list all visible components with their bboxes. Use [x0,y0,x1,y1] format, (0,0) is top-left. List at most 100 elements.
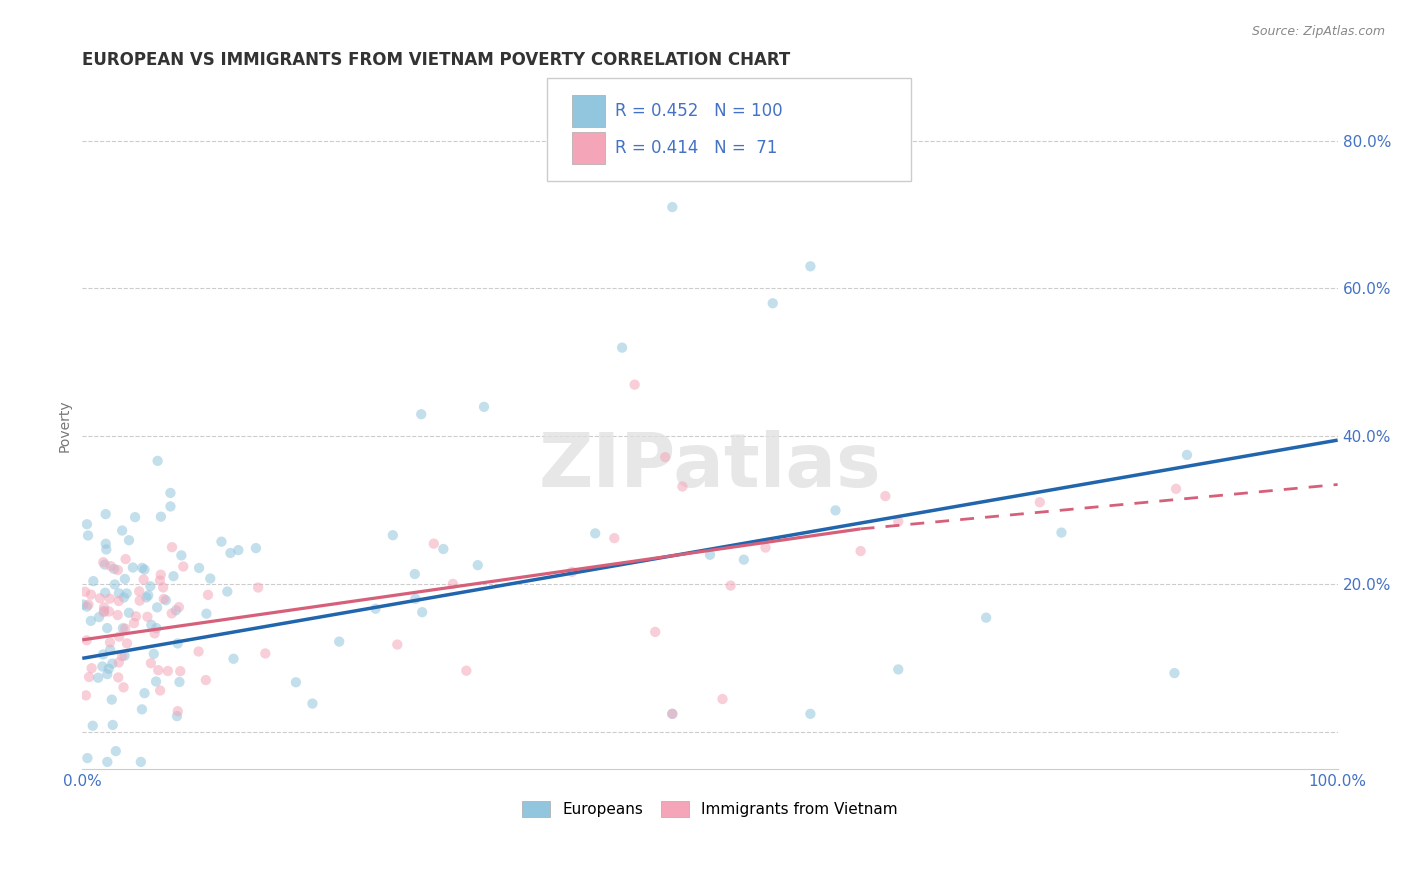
Point [1163,666,1185,681]
Point [195,607,218,621]
Point [387,638,409,652]
Point [76,633,98,648]
Text: R = 0.414   N =  71: R = 0.414 N = 71 [614,139,778,157]
Point [91,555,114,569]
Point [381,528,404,542]
Point [610,341,633,355]
Point [93,558,115,572]
Point [169,675,191,690]
Point [661,706,683,721]
Point [561,565,583,579]
Point [711,692,734,706]
Point [217,584,239,599]
Point [200,572,222,586]
Point [93,605,115,619]
Point [228,543,250,558]
Point [80,614,103,628]
Point [162,569,184,583]
Point [103,562,125,576]
Point [623,377,645,392]
Point [156,664,179,678]
Point [108,656,131,670]
Point [148,663,170,677]
Point [75,689,97,703]
Point [135,591,157,605]
Point [799,260,821,274]
Point [93,604,115,618]
Point [118,606,141,620]
Point [89,591,111,606]
Point [661,200,683,214]
Point [80,661,103,675]
Point [76,517,98,532]
Point [222,652,245,666]
Point [141,618,163,632]
Point [98,642,121,657]
Point [172,559,194,574]
Point [77,598,100,612]
Point [87,610,110,624]
Point [166,636,188,650]
Point [101,657,124,671]
Point [114,572,136,586]
Point [720,578,742,592]
Point [152,591,174,606]
Point [124,510,146,524]
Point [661,706,683,721]
Point [432,541,454,556]
Point [254,647,277,661]
Point [97,662,120,676]
Point [887,515,910,529]
Point [143,626,166,640]
Point [364,601,387,615]
FancyBboxPatch shape [547,78,911,181]
Point [111,649,134,664]
Point [301,697,323,711]
Point [108,586,131,600]
Point [644,624,666,639]
Point [149,567,172,582]
Point [111,524,134,538]
Point [107,608,129,623]
Point [328,634,350,648]
Point [671,479,693,493]
Point [974,610,997,624]
Point [94,507,117,521]
Point [159,486,181,500]
Point [146,600,169,615]
Text: ZIPatlas: ZIPatlas [538,430,882,503]
Point [456,664,478,678]
Point [134,562,156,576]
Point [82,574,104,589]
Legend: Europeans, Immigrants from Vietnam: Europeans, Immigrants from Vietnam [516,796,904,823]
Point [107,594,129,608]
Point [149,683,172,698]
Point [209,534,232,549]
Point [187,644,209,658]
Point [115,636,138,650]
Point [145,621,167,635]
Point [115,586,138,600]
Point [131,702,153,716]
Point [149,574,172,588]
Point [169,664,191,678]
Point [77,528,100,542]
Point [472,400,495,414]
Point [245,541,267,555]
Text: R = 0.452   N = 100: R = 0.452 N = 100 [614,102,782,120]
Text: Source: ZipAtlas.com: Source: ZipAtlas.com [1251,25,1385,38]
Point [112,681,135,695]
Point [94,586,117,600]
Point [98,635,121,649]
Point [166,704,188,718]
Point [96,542,118,557]
Point [404,591,426,606]
Point [423,537,446,551]
Point [139,657,162,671]
Point [152,581,174,595]
Point [799,706,821,721]
Point [94,537,117,551]
Point [136,588,159,602]
Point [96,621,118,635]
Point [121,560,143,574]
